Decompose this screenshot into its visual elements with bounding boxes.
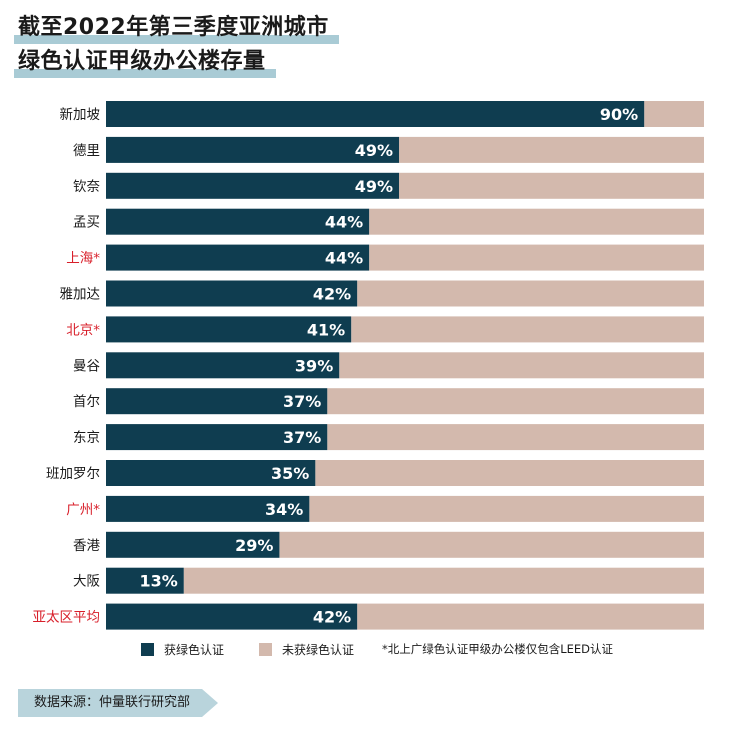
legend-item-uncertified: 未获绿色认证 xyxy=(259,641,354,658)
bar-uncertified xyxy=(309,495,704,522)
bar-uncertified xyxy=(357,603,704,630)
bar-certified xyxy=(106,172,400,199)
data-label: 37% xyxy=(283,428,321,447)
bar-uncertified xyxy=(327,424,704,451)
legend-label-uncertified: 未获绿色认证 xyxy=(282,643,355,657)
category-label: 德里 xyxy=(73,143,100,159)
legend-item-certified: 获绿色认证 xyxy=(141,641,224,658)
category-label: 上海* xyxy=(66,251,100,267)
data-label: 49% xyxy=(355,177,393,196)
bar-certified xyxy=(106,208,370,235)
bar-uncertified xyxy=(339,352,704,379)
bar-certified xyxy=(106,280,358,307)
category-label: 曼谷 xyxy=(73,358,100,374)
bar-certified xyxy=(106,495,310,522)
legend-swatch-certified xyxy=(141,643,154,656)
legend-label-certified: 获绿色认证 xyxy=(164,643,225,657)
data-label: 39% xyxy=(295,356,333,375)
data-label: 37% xyxy=(283,392,321,411)
data-label: 44% xyxy=(325,213,363,232)
bar-uncertified xyxy=(399,136,704,163)
bar-certified xyxy=(106,388,328,415)
category-label: 孟买 xyxy=(73,215,100,231)
chart-title-line-1: 截至2022年第三季度亚洲城市 xyxy=(14,14,339,44)
data-label: 90% xyxy=(600,105,638,124)
category-label: 钦奈 xyxy=(73,179,100,195)
data-label: 42% xyxy=(313,608,351,627)
category-label: 香港 xyxy=(73,538,100,554)
category-label: 新加坡 xyxy=(60,107,101,123)
bar-uncertified xyxy=(399,172,704,199)
bar-certified xyxy=(106,567,184,594)
category-label: 亚太区平均 xyxy=(33,610,101,626)
data-label: 49% xyxy=(355,141,393,160)
legend-note-text: *北上广绿色认证甲级办公楼仅包含LEED认证 xyxy=(382,642,614,656)
data-label: 35% xyxy=(271,464,309,483)
bar-uncertified xyxy=(279,531,704,558)
bar-certified xyxy=(106,352,340,379)
legend-swatch-uncertified xyxy=(259,643,272,656)
category-label: 东京 xyxy=(73,430,100,446)
data-label: 41% xyxy=(307,320,345,339)
bar-uncertified xyxy=(369,244,704,271)
data-label: 29% xyxy=(235,536,273,555)
category-label: 首尔 xyxy=(73,394,100,410)
bar-uncertified xyxy=(315,460,704,486)
bar-certified xyxy=(106,316,352,343)
data-label: 44% xyxy=(325,249,363,268)
category-label: 大阪 xyxy=(73,574,100,590)
category-label: 北京* xyxy=(66,322,100,338)
bar-certified xyxy=(106,603,358,630)
bar-certified xyxy=(106,531,280,558)
category-label: 广州* xyxy=(66,502,100,518)
bar-uncertified xyxy=(183,567,705,594)
bar-uncertified xyxy=(327,388,704,415)
bar-certified xyxy=(106,460,316,486)
legend-note: *北上广绿色认证甲级办公楼仅包含LEED认证 xyxy=(382,641,613,657)
bar-certified xyxy=(106,244,370,271)
category-label: 雅加达 xyxy=(60,287,101,303)
bar-uncertified xyxy=(369,208,704,235)
data-source: 数据来源：仲量联行研究部 xyxy=(18,689,218,717)
data-label: 13% xyxy=(139,572,177,591)
chart-title-line-2: 绿色认证甲级办公楼存量 xyxy=(14,48,276,78)
bar-certified xyxy=(106,101,645,127)
bar-certified xyxy=(106,424,328,451)
bar-uncertified xyxy=(351,316,704,343)
category-label: 班加罗尔 xyxy=(46,466,100,482)
data-label: 34% xyxy=(265,500,303,519)
bar-uncertified xyxy=(644,101,704,127)
bar-chart: 90% 新加坡 49% 德里 49% 钦奈 44% 孟买 44% 上海* 42% 雅加达 41% 北京* 3… xyxy=(33,101,705,630)
bar-certified xyxy=(106,136,400,163)
data-label: 42% xyxy=(313,285,351,304)
bar-uncertified xyxy=(357,280,704,307)
